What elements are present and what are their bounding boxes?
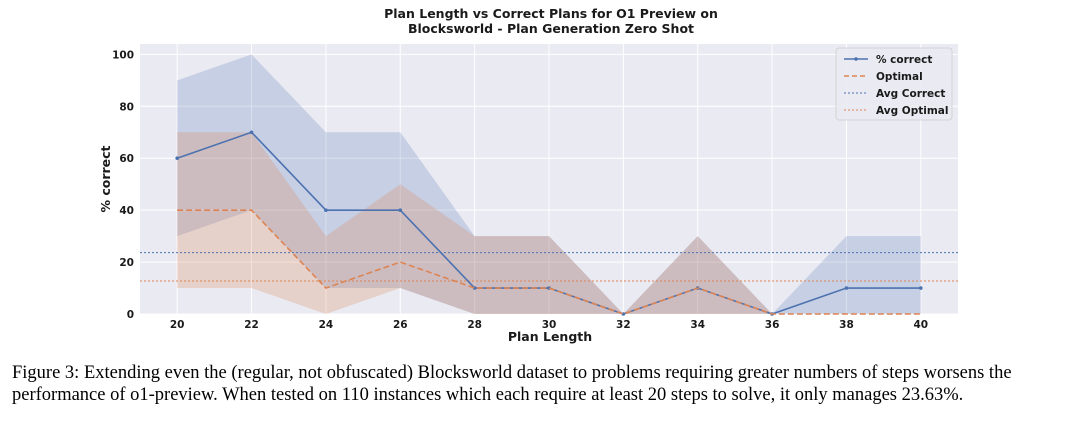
confidence-band-0 <box>177 54 921 315</box>
legend-box <box>835 47 953 121</box>
x-tick-label: 40 <box>914 319 929 331</box>
y-tick-label: 20 <box>119 257 134 269</box>
y-tick-label: 100 <box>112 49 134 61</box>
data-point <box>175 156 179 161</box>
x-tick-label: 26 <box>393 319 408 331</box>
y-tick-label: 0 <box>127 309 134 321</box>
legend-marker <box>854 57 858 61</box>
x-tick-label: 24 <box>319 319 334 331</box>
y-tick-label: 80 <box>119 101 134 113</box>
x-tick-label: 30 <box>542 319 557 331</box>
x-tick-label: 38 <box>839 319 854 331</box>
data-point <box>249 130 254 135</box>
chart-figure: 0 20 40 60 80 100 20 22 24 26 28 30 32 34 36 38 40 Plan L… <box>98 6 958 344</box>
y-tick-label: 40 <box>119 205 134 217</box>
y-tick-label: 60 <box>119 153 134 165</box>
data-point <box>844 286 849 290</box>
x-tick-label: 20 <box>170 319 185 331</box>
x-tick-label: 34 <box>690 319 705 331</box>
chart-svg: 0 20 40 60 80 100 20 22 24 26 28 30 32 34 36 38 40 Plan L… <box>98 6 958 344</box>
data-point <box>919 286 923 290</box>
x-tick-label: 28 <box>467 319 482 331</box>
x-tick-label: 22 <box>244 319 259 331</box>
legend-label: Avg Correct <box>876 88 945 100</box>
series-line-1 <box>177 209 921 315</box>
chart-title-line: Plan Length vs Correct Plans for O1 Prev… <box>384 6 718 21</box>
legend-label: Avg Optimal <box>876 105 948 117</box>
x-axis-label: Plan Length <box>508 329 592 344</box>
legend-label: % correct <box>876 54 932 66</box>
chart-title-line: Blocksworld - Plan Generation Zero Shot <box>408 21 694 36</box>
confidence-band-1 <box>177 132 921 314</box>
y-axis-label: % correct <box>98 145 113 212</box>
x-tick-label: 36 <box>765 319 780 331</box>
data-point <box>324 208 328 212</box>
x-tick-label: 32 <box>616 319 631 331</box>
data-point <box>398 208 403 212</box>
figure-caption: Figure 3: Extending even the (regular, n… <box>12 363 1012 405</box>
legend-label: Optimal <box>876 71 923 83</box>
